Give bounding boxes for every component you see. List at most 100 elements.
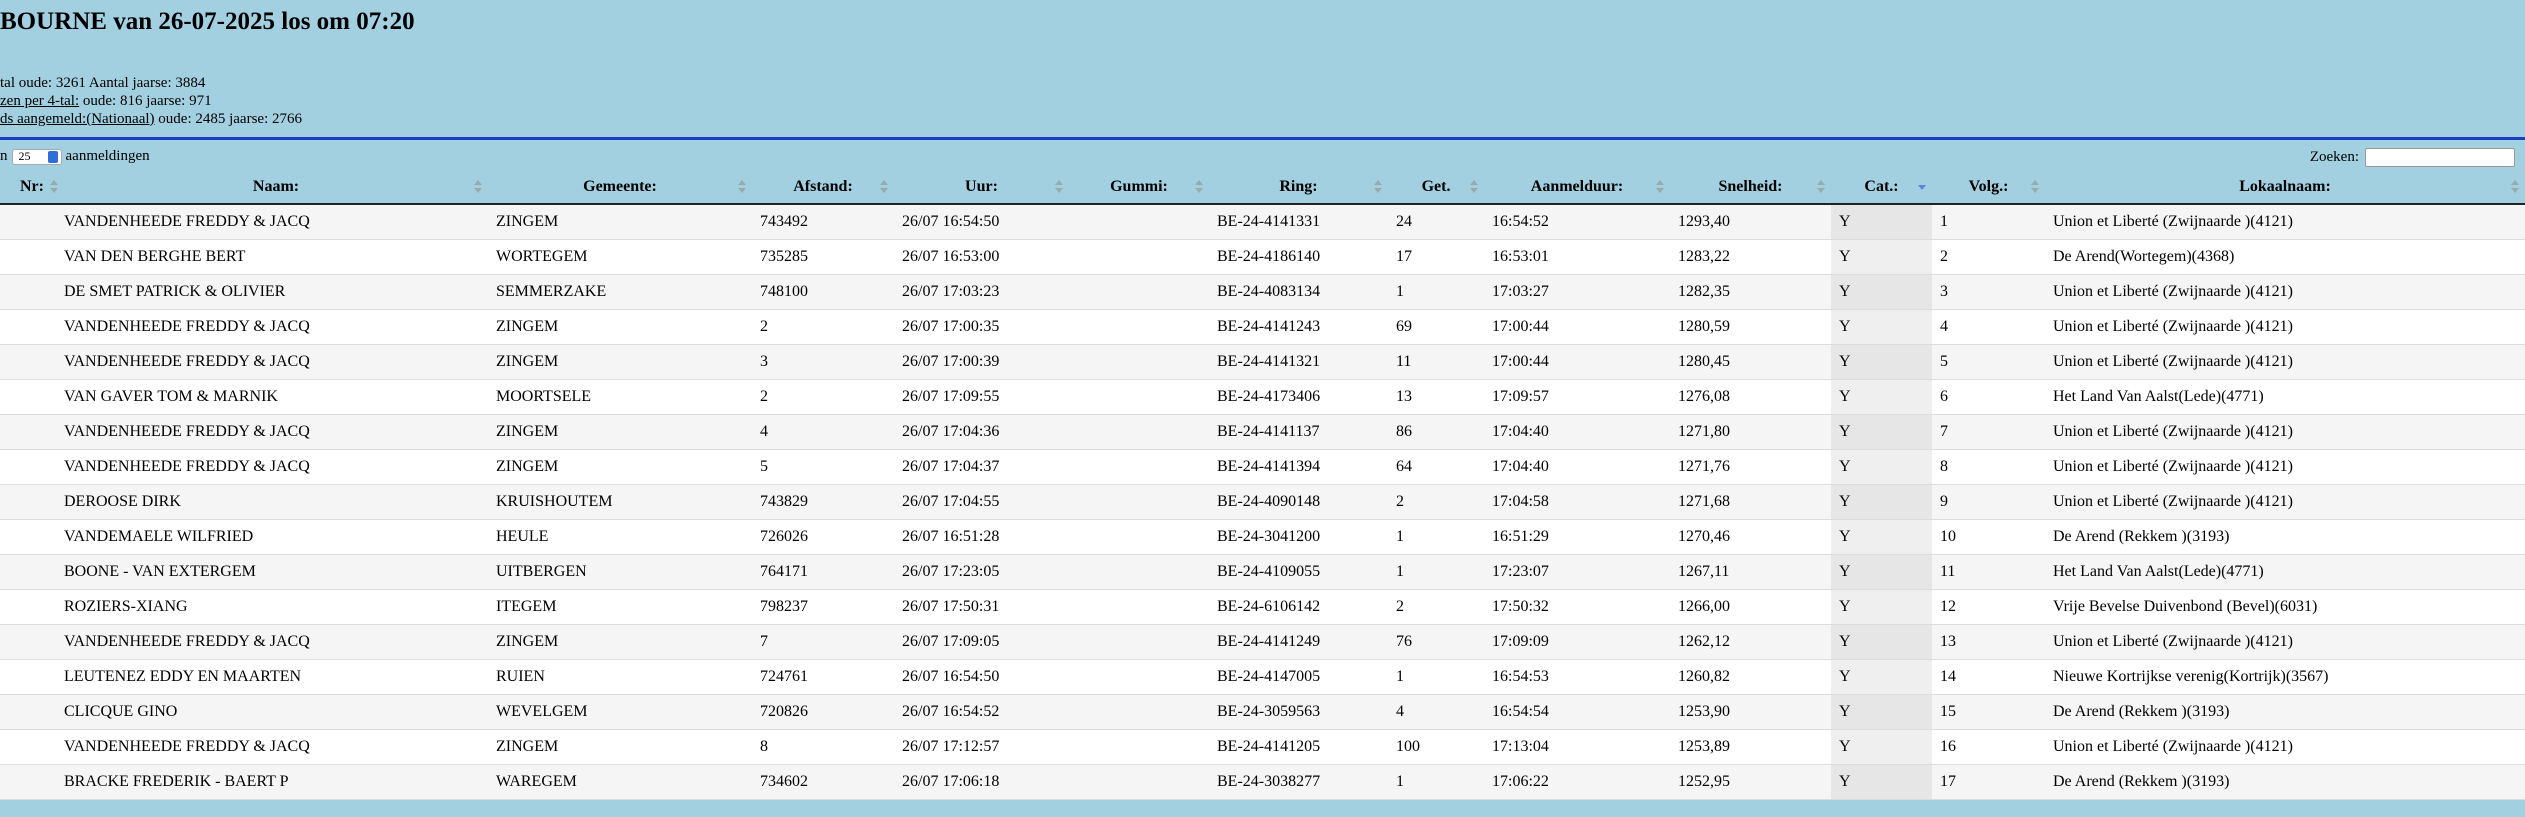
column-header[interactable]: Volg.: bbox=[1932, 171, 2045, 205]
column-header[interactable]: Aanmelduur: bbox=[1484, 171, 1670, 205]
info-link[interactable]: ds aangemeld:(Nationaal) bbox=[0, 111, 155, 127]
cell-text: 4 bbox=[1940, 318, 1948, 335]
table-cell: UITBERGEN bbox=[488, 554, 752, 590]
cell-text: BE-24-4141321 bbox=[1217, 353, 1321, 370]
table-row: BOONE - VAN EXTERGEM UITBERGEN 764171 26/07… bbox=[0, 554, 2525, 590]
table-cell: ROZIERS-XIANG bbox=[64, 589, 488, 625]
cell-text: WEVELGEM bbox=[496, 703, 588, 720]
column-header[interactable]: Gemeente: bbox=[488, 171, 752, 205]
table-cell: 26/07 17:23:05 bbox=[894, 554, 1069, 590]
table-cell bbox=[1069, 554, 1209, 590]
cell-text: BE-24-4141394 bbox=[1217, 458, 1321, 475]
table-cell: 7 bbox=[752, 624, 894, 660]
table-cell: RUIEN bbox=[488, 659, 752, 695]
column-header[interactable]: Nr: bbox=[0, 171, 64, 205]
cell-text: UITBERGEN bbox=[496, 563, 587, 580]
table-cell: Union et Liberté (Zwijnaarde )(4121) bbox=[2045, 729, 2525, 765]
cell-text: ZINGEM bbox=[496, 458, 559, 475]
column-header[interactable]: Snelheid: bbox=[1670, 171, 1831, 205]
cell-text: 17:00:44 bbox=[1492, 318, 1549, 335]
cell-text: Union et Liberté (Zwijnaarde )(4121) bbox=[2053, 353, 2293, 370]
table-cell: 1271,68 bbox=[1670, 484, 1831, 520]
search: Zoeken: bbox=[2310, 148, 2515, 167]
table-cell bbox=[1069, 624, 1209, 660]
table-cell: 1 bbox=[1388, 519, 1484, 555]
length-select[interactable]: 25 bbox=[11, 148, 62, 165]
cell-text: 11 bbox=[1396, 353, 1412, 370]
cell-text: ITEGEM bbox=[496, 598, 557, 615]
table-cell bbox=[1069, 274, 1209, 310]
table-cell: VANDENHEEDE FREDDY & JACQ bbox=[64, 624, 488, 660]
search-label: Zoeken: bbox=[2309, 149, 2359, 165]
table-row: VANDENHEEDE FREDDY & JACQ ZINGEM 7 26/07 17… bbox=[0, 624, 2525, 660]
info-block: tal oude: 3261 Aantal jaarse: 3884 zen p… bbox=[0, 74, 302, 128]
cell-text: 1276,08 bbox=[1678, 388, 1730, 405]
table-row: VANDENHEEDE FREDDY & JACQ ZINGEM 3 26/07 17… bbox=[0, 344, 2525, 380]
column-header[interactable]: Get. bbox=[1388, 171, 1484, 205]
cell-text: 2 bbox=[1396, 598, 1404, 615]
table-cell: 26/07 16:54:50 bbox=[894, 204, 1069, 240]
cell-text: 26/07 16:54:50 bbox=[902, 213, 1000, 230]
table-cell bbox=[0, 344, 64, 380]
info-link[interactable]: zen per 4-tal: bbox=[0, 93, 80, 109]
cell-text: BRACKE FREDERIK - BAERT P bbox=[64, 773, 289, 790]
table-cell: De Arend (Rekkem )(3193) bbox=[2045, 519, 2525, 555]
info-line: tal oude: 3261 Aantal jaarse: 3884 bbox=[0, 74, 302, 92]
table-cell: 1 bbox=[1388, 274, 1484, 310]
table-cell: SEMMERZAKE bbox=[488, 274, 752, 310]
table-cell: Y bbox=[1831, 484, 1932, 520]
table-cell: DE SMET PATRICK & OLIVIER bbox=[64, 274, 488, 310]
column-header[interactable]: Afstand: bbox=[752, 171, 894, 205]
table-cell: 26/07 16:54:50 bbox=[894, 659, 1069, 695]
cell-text: VANDENHEEDE FREDDY & JACQ bbox=[64, 353, 310, 370]
table-cell: 1282,35 bbox=[1670, 274, 1831, 310]
table-cell: BE-24-4186140 bbox=[1209, 239, 1388, 275]
cell-text: 2 bbox=[760, 388, 768, 405]
table-cell: 16:53:01 bbox=[1484, 239, 1670, 275]
table-cell: BE-24-3038277 bbox=[1209, 764, 1388, 800]
cell-text: Het Land Van Aalst(Lede)(4771) bbox=[2053, 563, 2264, 580]
table-cell: 720826 bbox=[752, 694, 894, 730]
cell-text: 734602 bbox=[760, 773, 808, 790]
table-row: CLICQUE GINO WEVELGEM 720826 26/07 16:54:52… bbox=[0, 694, 2525, 730]
table-cell: 724761 bbox=[752, 659, 894, 695]
cell-text: 16:51:29 bbox=[1492, 528, 1549, 545]
column-header[interactable]: Uur: bbox=[894, 171, 1069, 205]
table-cell: 16:54:54 bbox=[1484, 694, 1670, 730]
cell-text: 9 bbox=[1940, 493, 1948, 510]
cell-text: 15 bbox=[1940, 703, 1956, 720]
table-cell bbox=[1069, 589, 1209, 625]
cell-text: 26/07 17:00:39 bbox=[902, 353, 1000, 370]
column-header[interactable]: Gummi: bbox=[1069, 171, 1209, 205]
table-cell: 4 bbox=[752, 414, 894, 450]
table-cell: 17 bbox=[1932, 764, 2045, 800]
search-input[interactable] bbox=[2365, 148, 2515, 167]
cell-text: VANDENHEEDE FREDDY & JACQ bbox=[64, 318, 310, 335]
page-title: BOURNE van 26-07-2025 los om 07:20 bbox=[0, 8, 415, 35]
table-cell: 17:00:44 bbox=[1484, 309, 1670, 345]
cell-text: 1283,22 bbox=[1678, 248, 1730, 265]
cell-text: 11 bbox=[1940, 563, 1956, 580]
info-line: zen per 4-tal: oude: 816 jaarse: 971 bbox=[0, 92, 302, 110]
table-cell: BE-24-4147005 bbox=[1209, 659, 1388, 695]
cell-text: WAREGEM bbox=[496, 773, 577, 790]
table-cell: 10 bbox=[1932, 519, 2045, 555]
cell-text: VANDENHEEDE FREDDY & JACQ bbox=[64, 423, 310, 440]
cell-text: 26/07 17:04:36 bbox=[902, 423, 1000, 440]
cell-text: Y bbox=[1839, 458, 1851, 475]
column-header[interactable]: Lokaalnaam: bbox=[2045, 171, 2525, 205]
cell-text: 5 bbox=[760, 458, 768, 475]
column-header[interactable]: Ring: bbox=[1209, 171, 1388, 205]
table-cell: 735285 bbox=[752, 239, 894, 275]
table-cell: 26/07 17:03:23 bbox=[894, 274, 1069, 310]
cell-text: Y bbox=[1839, 773, 1851, 790]
table-cell: VANDENHEEDE FREDDY & JACQ bbox=[64, 414, 488, 450]
cell-text: 724761 bbox=[760, 668, 808, 685]
column-header[interactable]: Cat.: bbox=[1831, 171, 1932, 205]
table-cell: Het Land Van Aalst(Lede)(4771) bbox=[2045, 379, 2525, 415]
table-cell: Union et Liberté (Zwijnaarde )(4121) bbox=[2045, 624, 2525, 660]
cell-text: 798237 bbox=[760, 598, 808, 615]
column-header[interactable]: Naam: bbox=[64, 171, 488, 205]
table-cell: 1 bbox=[1388, 659, 1484, 695]
cell-text: 17 bbox=[1940, 773, 1956, 790]
